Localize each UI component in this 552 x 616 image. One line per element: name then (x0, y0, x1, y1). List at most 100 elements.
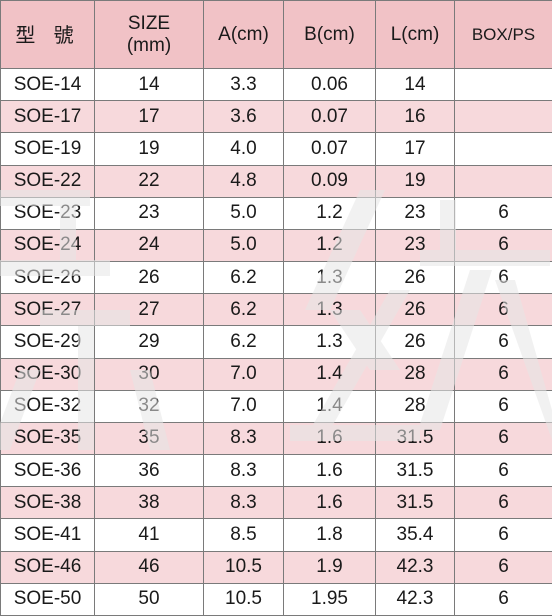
cell-a: 8.3 (203, 454, 284, 488)
cell-box: 6 (454, 389, 552, 423)
cell-box: 6 (454, 325, 552, 359)
table-row: SOE-32 32 7.0 1.4 28 6 (0, 389, 552, 423)
cell-b: 1.8 (283, 518, 376, 552)
cell-l: 42.3 (375, 582, 455, 616)
cell-model: SOE-38 (0, 486, 95, 520)
cell-a: 4.8 (203, 164, 284, 198)
cell-l: 23 (375, 228, 455, 263)
cell-l: 31.5 (375, 421, 455, 456)
cell-l: 31.5 (375, 454, 455, 488)
cell-a: 7.0 (203, 357, 284, 391)
cell-size: 36 (94, 454, 204, 488)
cell-size: 19 (94, 132, 204, 166)
cell-b: 1.9 (283, 550, 376, 584)
cell-b: 1.3 (283, 325, 376, 359)
cell-size: 14 (94, 67, 204, 102)
header-size: SIZE (mm) (94, 0, 204, 69)
header-b: B(cm) (283, 0, 376, 69)
cell-size: 50 (94, 582, 204, 616)
cell-model: SOE-22 (0, 164, 95, 198)
cell-a: 7.0 (203, 389, 284, 423)
table-body: SOE-14 14 3.3 0.06 14 SOE-17 17 3.6 0.07 16 SOE-19… (0, 67, 552, 616)
cell-size: 22 (94, 164, 204, 198)
header-box: BOX/PS (454, 0, 552, 69)
cell-b: 1.3 (283, 293, 376, 327)
cell-b: 0.07 (283, 100, 376, 134)
cell-a: 4.0 (203, 132, 284, 166)
cell-a: 5.0 (203, 228, 284, 263)
cell-b: 1.2 (283, 196, 376, 230)
cell-model: SOE-26 (0, 261, 95, 295)
cell-box: 6 (454, 357, 552, 391)
cell-b: 1.6 (283, 486, 376, 520)
cell-box (454, 164, 552, 198)
cell-b: 1.6 (283, 421, 376, 456)
cell-a: 6.2 (203, 261, 284, 295)
table-row: SOE-46 46 10.5 1.9 42.3 6 (0, 550, 552, 584)
cell-a: 3.3 (203, 67, 284, 102)
cell-l: 42.3 (375, 550, 455, 584)
table-row: SOE-36 36 8.3 1.6 31.5 6 (0, 454, 552, 488)
cell-a: 8.3 (203, 486, 284, 520)
cell-a: 5.0 (203, 196, 284, 230)
cell-a: 8.3 (203, 421, 284, 456)
table-row: SOE-50 50 10.5 1.95 42.3 6 (0, 582, 552, 616)
table-row: SOE-38 38 8.3 1.6 31.5 6 (0, 486, 552, 520)
cell-size: 27 (94, 293, 204, 327)
cell-box: 6 (454, 582, 552, 616)
cell-size: 17 (94, 100, 204, 134)
cell-l: 26 (375, 293, 455, 327)
table-row: SOE-26 26 6.2 1.3 26 6 (0, 261, 552, 295)
cell-box: 6 (454, 261, 552, 295)
cell-b: 1.4 (283, 389, 376, 423)
cell-box: 6 (454, 550, 552, 584)
cell-box: 6 (454, 293, 552, 327)
cell-size: 30 (94, 357, 204, 391)
table-row: SOE-14 14 3.3 0.06 14 (0, 67, 552, 102)
cell-model: SOE-35 (0, 421, 95, 456)
cell-size: 38 (94, 486, 204, 520)
table-row: SOE-17 17 3.6 0.07 16 (0, 100, 552, 134)
cell-model: SOE-30 (0, 357, 95, 391)
cell-size: 24 (94, 228, 204, 263)
cell-a: 6.2 (203, 325, 284, 359)
header-l: L(cm) (375, 0, 455, 69)
cell-b: 0.06 (283, 67, 376, 102)
cell-model: SOE-46 (0, 550, 95, 584)
table-row: SOE-30 30 7.0 1.4 28 6 (0, 357, 552, 391)
cell-box: 6 (454, 486, 552, 520)
table-row: SOE-27 27 6.2 1.3 26 6 (0, 293, 552, 327)
cell-model: SOE-27 (0, 293, 95, 327)
cell-l: 23 (375, 196, 455, 230)
header-a: A(cm) (203, 0, 284, 69)
cell-b: 1.2 (283, 228, 376, 263)
cell-box: 6 (454, 196, 552, 230)
table-row: SOE-24 24 5.0 1.2 23 6 (0, 228, 552, 263)
cell-l: 14 (375, 67, 455, 102)
cell-box (454, 100, 552, 134)
cell-a: 6.2 (203, 293, 284, 327)
cell-model: SOE-41 (0, 518, 95, 552)
cell-size: 35 (94, 421, 204, 456)
cell-model: SOE-29 (0, 325, 95, 359)
cell-l: 16 (375, 100, 455, 134)
cell-size: 32 (94, 389, 204, 423)
cell-size: 26 (94, 261, 204, 295)
cell-size: 23 (94, 196, 204, 230)
cell-model: SOE-19 (0, 132, 95, 166)
cell-l: 26 (375, 325, 455, 359)
cell-size: 46 (94, 550, 204, 584)
cell-b: 1.4 (283, 357, 376, 391)
cell-box: 6 (454, 228, 552, 263)
cell-l: 26 (375, 261, 455, 295)
cell-a: 8.5 (203, 518, 284, 552)
cell-b: 1.3 (283, 261, 376, 295)
cell-l: 28 (375, 389, 455, 423)
cell-b: 1.6 (283, 454, 376, 488)
table-header: 型 號 SIZE (mm) A(cm) B(cm) L(cm) BOX/PS (0, 0, 552, 69)
cell-box: 6 (454, 454, 552, 488)
cell-l: 19 (375, 164, 455, 198)
cell-model: SOE-36 (0, 454, 95, 488)
